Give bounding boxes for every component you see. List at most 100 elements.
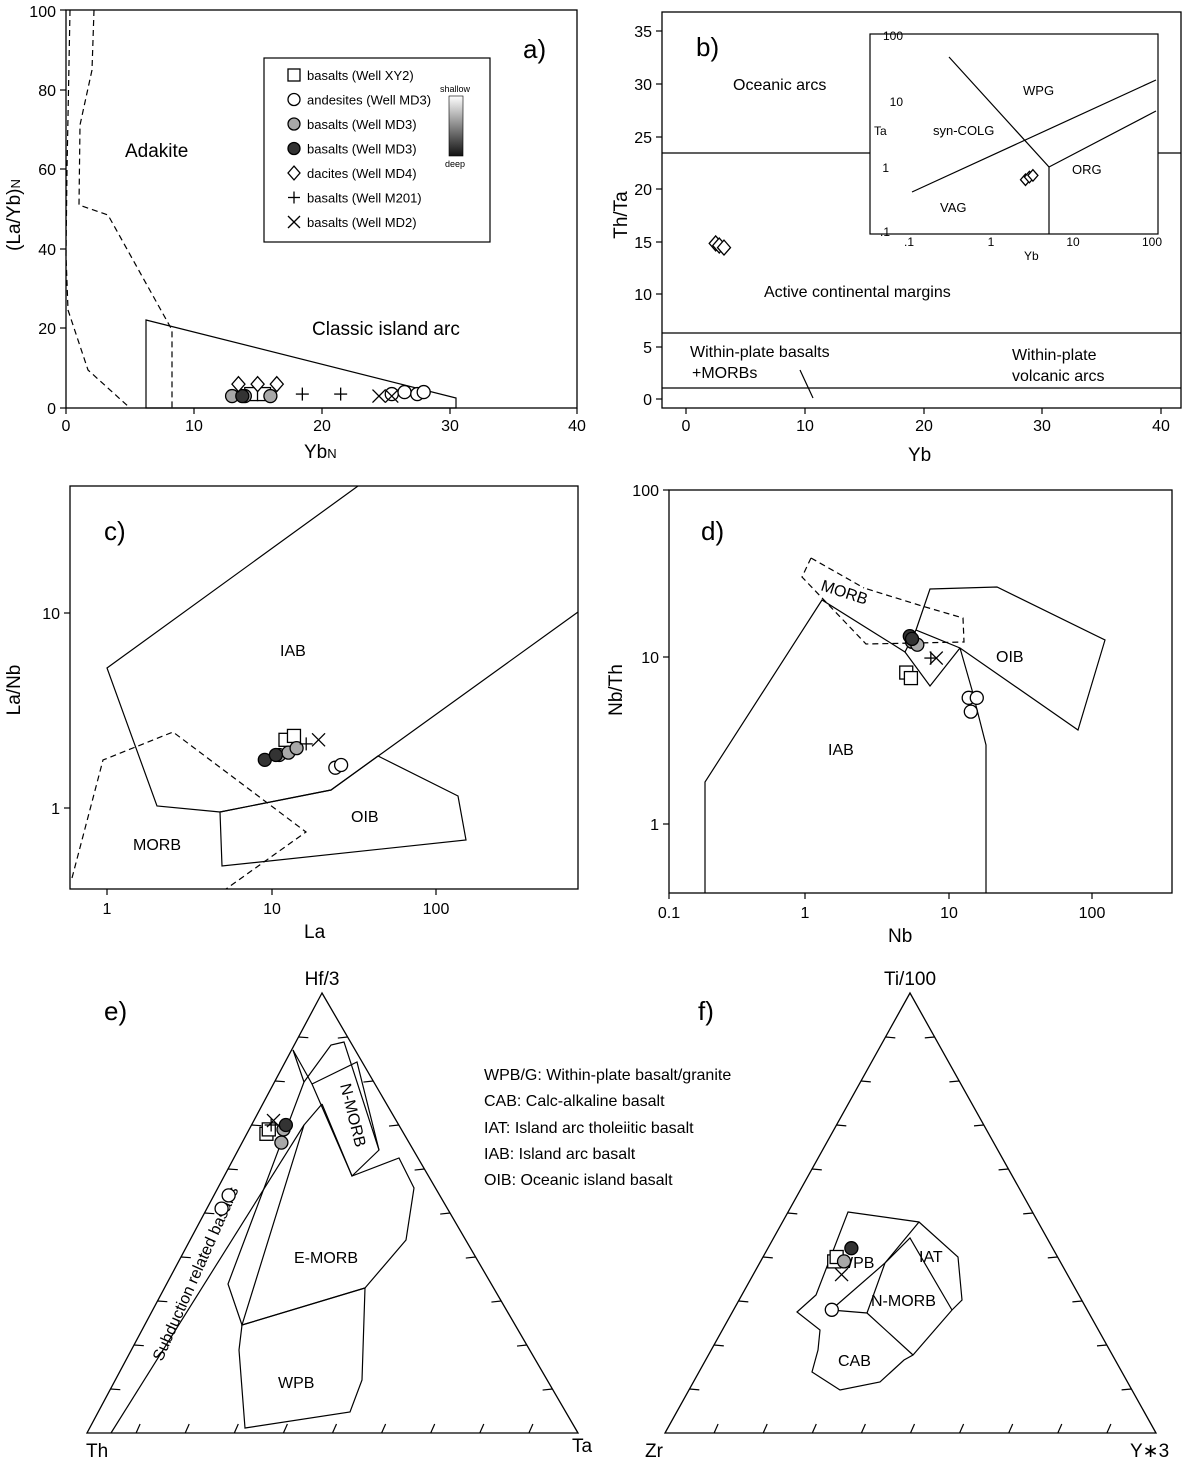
ternary-tick — [388, 1124, 399, 1127]
data-point — [384, 386, 399, 402]
panel-b-wpv-label1: Within-plate — [1012, 347, 1097, 364]
panel-c-ytick: 1 — [51, 801, 60, 818]
data-point — [286, 728, 302, 744]
ternary-tick — [909, 1423, 916, 1434]
panel-b-divider — [799, 369, 814, 399]
ternary-tick — [1023, 1212, 1034, 1215]
panel-c-xlabel: La — [304, 922, 326, 943]
ternary-tick — [1047, 1256, 1058, 1259]
abbrev-line: IAT: Island arc tholeiitic basalt — [484, 1120, 694, 1137]
panel-a: a) 0 10 20 30 40 0 20 40 60 80 100 YbN (… — [4, 4, 586, 463]
panel-d-morb-label: MORB — [819, 578, 870, 609]
panel-b-ticks — [656, 30, 1162, 414]
panel-a-xtick: 0 — [62, 418, 71, 435]
data-point — [261, 1122, 276, 1137]
legend-symbol — [287, 215, 301, 229]
ternary-tick — [479, 1423, 485, 1434]
ternary-tick — [298, 1036, 309, 1039]
ternary-tick — [430, 1423, 436, 1434]
panel-a-adakite-inner — [65, 9, 131, 409]
panel-b-ytick: 30 — [634, 77, 652, 94]
panel-c-frame — [69, 485, 579, 890]
inset-ytick: 1 — [882, 161, 889, 175]
panel-b-wpb-label1: Within-plate basalts — [690, 344, 830, 361]
ternary-tick — [274, 1080, 285, 1083]
ternary-tick — [516, 1344, 527, 1347]
panel-b-ytick: 10 — [634, 287, 652, 304]
ternary-tick — [787, 1212, 798, 1215]
panel-a-arc-label: Classic island arc — [312, 319, 460, 340]
ternary-tick — [924, 1036, 935, 1039]
panel-b-inset: .1 1 10 100 .1 1 10 100 Yb Ta WPG syn-CO… — [869, 29, 1162, 263]
panel-d-morb-top — [810, 557, 865, 589]
panel-f-iat-label: IAT — [919, 1249, 943, 1266]
ternary-tick — [157, 1300, 168, 1303]
panel-a-points — [224, 375, 431, 404]
abbrev-line: WPB/G: Within-plate basalt/granite — [484, 1067, 731, 1084]
ternary-tick — [885, 1036, 896, 1039]
ternary-tick — [337, 1036, 348, 1039]
ternary-tick — [133, 1344, 144, 1347]
panel-b-xtick: 20 — [915, 418, 933, 435]
panel-a-xtick: 10 — [185, 418, 203, 435]
panel-a-ytick: 80 — [38, 83, 56, 100]
panel-d-xtick: 0.1 — [658, 905, 680, 922]
legend-items: basalts (Well XY2) andesites (Well MD3) ba… — [287, 68, 431, 230]
panel-c-yticklabels: 1 10 — [42, 606, 60, 818]
ternary-tick — [1057, 1423, 1063, 1434]
ternary-tick — [227, 1168, 238, 1171]
ternary-tick — [762, 1256, 773, 1259]
ternary-tick — [440, 1212, 451, 1215]
panel-b-xticklabels: 0 10 20 30 40 — [682, 418, 1170, 435]
data-point — [969, 690, 984, 705]
panel-b-wpv-label2: volcanic arcs — [1012, 368, 1104, 385]
panel-f-apex-left: Zr — [645, 1441, 664, 1461]
panel-a-letter: a) — [523, 34, 546, 64]
panel-b-frame — [661, 11, 1182, 409]
panel-f-nmorb-boundary — [830, 1309, 914, 1356]
panel-a-xlabel: YbN — [304, 442, 337, 463]
ternary-tick — [762, 1423, 768, 1434]
inset-vag-label: VAG — [940, 200, 967, 215]
panel-a-yticklabels: 0 20 40 60 80 100 — [29, 4, 56, 418]
data-point — [250, 375, 265, 393]
panel-c-ticks — [64, 612, 437, 895]
ternary-tick — [973, 1124, 984, 1127]
panel-b-ytick: 20 — [634, 182, 652, 199]
panel-e-nmorb-label: N-MORB — [336, 1082, 368, 1149]
panel-d-xtick: 10 — [940, 905, 958, 922]
ternary-tick — [251, 1124, 262, 1127]
ternary-tick — [465, 1256, 476, 1259]
panel-b-xtick: 10 — [796, 418, 814, 435]
ternary-tick — [331, 1423, 338, 1434]
ternary-tick — [959, 1423, 965, 1434]
data-point — [384, 389, 399, 404]
panel-b-xtick: 0 — [682, 418, 691, 435]
data-point — [334, 387, 348, 401]
inset-xtick: 100 — [1142, 235, 1162, 249]
panel-b-ytick: 0 — [643, 392, 652, 409]
ternary-tick — [811, 1423, 817, 1434]
ternary-tick — [1072, 1300, 1083, 1303]
ternary-tick — [1106, 1423, 1112, 1434]
data-point — [268, 747, 284, 763]
panel-d-xtick: 1 — [801, 905, 810, 922]
data-point — [844, 1241, 859, 1256]
ternary-tick — [836, 1124, 847, 1127]
panel-f-apex-top: Ti/100 — [884, 969, 936, 990]
panel-c-morb-label: MORB — [133, 837, 181, 854]
panel-f-nmorb-left — [866, 1262, 886, 1314]
panel-f-apex-right: Y∗3 — [1130, 1441, 1169, 1461]
legend-deep: deep — [445, 159, 465, 169]
panel-a-adakite-boundary — [78, 9, 173, 408]
legend-box — [263, 57, 491, 243]
data-point — [231, 375, 246, 393]
panel-e-nmorb-upper — [292, 1049, 380, 1151]
panel-b-ytick: 5 — [643, 340, 652, 357]
panel-d-xticklabels: 0.1 1 10 100 — [658, 905, 1106, 922]
ternary-tick — [414, 1168, 425, 1171]
legend-label: basalts (Well MD2) — [307, 215, 417, 230]
inset-ytick: 100 — [883, 29, 903, 43]
data-point — [834, 1267, 849, 1282]
